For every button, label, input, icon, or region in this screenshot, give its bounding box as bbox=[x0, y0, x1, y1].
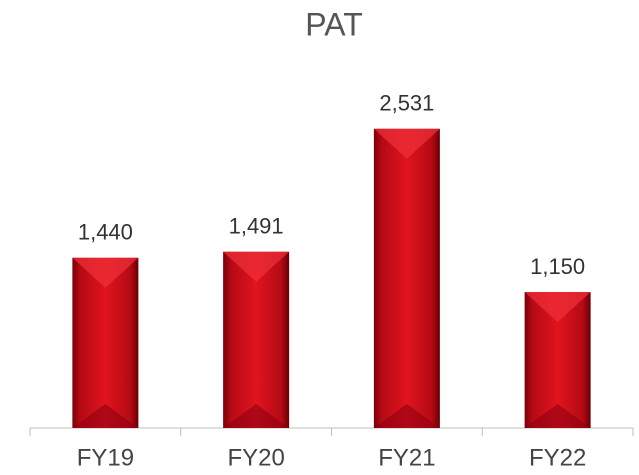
value-label: 1,150 bbox=[530, 254, 585, 279]
value-label: 1,440 bbox=[78, 220, 133, 245]
x-tick-label: FY19 bbox=[77, 444, 134, 471]
bar-bevel bbox=[72, 257, 139, 288]
bar-bevel bbox=[72, 404, 139, 428]
bar-bevel bbox=[373, 128, 440, 159]
bar-bevel bbox=[373, 404, 440, 428]
bar-bevel bbox=[223, 251, 290, 282]
bar-bevel bbox=[524, 292, 591, 323]
x-tick-label: FY21 bbox=[378, 444, 435, 471]
bar bbox=[373, 128, 440, 429]
x-tick-label: FY20 bbox=[227, 444, 284, 471]
bar-bevel bbox=[223, 404, 290, 428]
x-tick-label: FY22 bbox=[529, 444, 586, 471]
value-label: 2,531 bbox=[379, 91, 434, 116]
chart-title: PAT bbox=[305, 6, 362, 42]
value-label: 1,491 bbox=[229, 214, 284, 239]
bar-bevel bbox=[524, 404, 591, 428]
